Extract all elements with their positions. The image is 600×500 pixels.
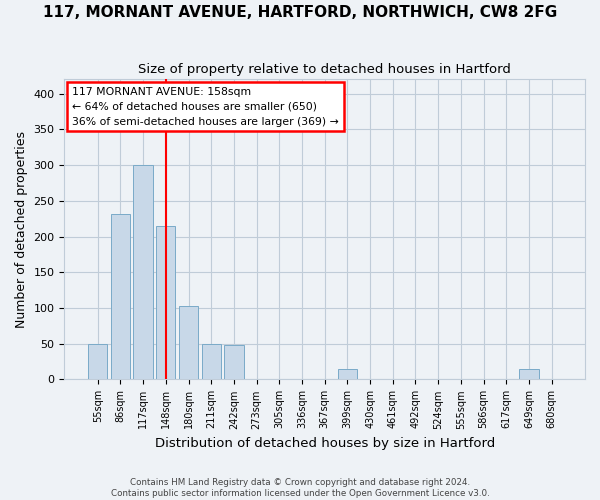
Bar: [179, 306, 198, 380]
Bar: [224, 345, 244, 380]
Bar: [156, 226, 175, 380]
Bar: [520, 368, 539, 380]
Bar: [338, 368, 357, 380]
Title: Size of property relative to detached houses in Hartford: Size of property relative to detached ho…: [138, 62, 511, 76]
Text: 117 MORNANT AVENUE: 158sqm
← 64% of detached houses are smaller (650)
36% of sem: 117 MORNANT AVENUE: 158sqm ← 64% of deta…: [72, 87, 339, 126]
Text: Contains HM Land Registry data © Crown copyright and database right 2024.
Contai: Contains HM Land Registry data © Crown c…: [110, 478, 490, 498]
Bar: [133, 165, 153, 380]
Bar: [111, 214, 130, 380]
Text: 117, MORNANT AVENUE, HARTFORD, NORTHWICH, CW8 2FG: 117, MORNANT AVENUE, HARTFORD, NORTHWICH…: [43, 5, 557, 20]
X-axis label: Distribution of detached houses by size in Hartford: Distribution of detached houses by size …: [155, 437, 495, 450]
Bar: [202, 344, 221, 380]
Bar: [88, 344, 107, 380]
Y-axis label: Number of detached properties: Number of detached properties: [15, 131, 28, 328]
